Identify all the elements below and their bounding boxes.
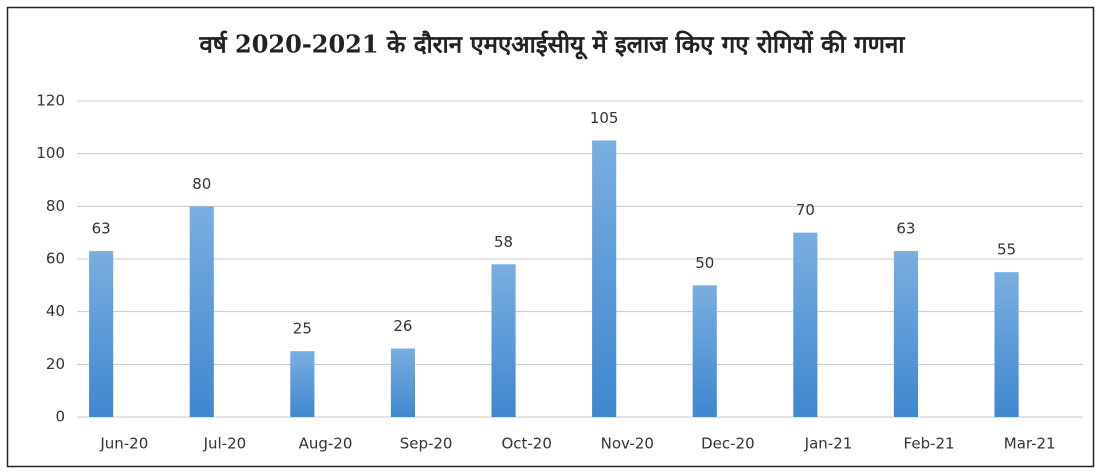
data-label: 26 — [393, 317, 412, 335]
data-label: 55 — [997, 241, 1016, 259]
x-tick-label: Mar-21 — [1004, 435, 1056, 453]
x-tick-label: Oct-20 — [501, 435, 551, 453]
y-tick-label: 20 — [46, 355, 65, 373]
x-tick-label: Feb-21 — [904, 435, 955, 453]
bar — [89, 251, 114, 417]
bar — [893, 251, 919, 417]
bar — [994, 272, 1019, 417]
x-tick-label: Nov-20 — [601, 435, 654, 453]
chart-border — [6, 6, 1095, 468]
y-tick-label: 120 — [36, 92, 65, 110]
y-tick-label: 80 — [46, 197, 65, 215]
data-label: 70 — [796, 201, 815, 219]
x-tick-label: Jan-21 — [804, 435, 853, 453]
chart-title: वर्ष 2020-2021 के दौरान एमएआईसीयू में इल… — [198, 30, 905, 61]
x-tick-label: Dec-20 — [701, 435, 755, 453]
bar — [692, 285, 717, 417]
data-label: 63 — [92, 220, 111, 238]
bar — [592, 140, 617, 417]
bar — [793, 232, 818, 417]
data-label: 58 — [494, 233, 513, 251]
y-tick-label: 100 — [36, 144, 65, 162]
data-label: 105 — [590, 109, 619, 127]
bar — [491, 264, 516, 417]
data-label: 25 — [293, 320, 312, 338]
x-tick-label: Sep-20 — [400, 435, 453, 453]
data-label: 50 — [695, 254, 714, 272]
bar — [390, 348, 416, 417]
bar — [189, 206, 214, 417]
bar — [290, 351, 315, 417]
x-tick-label: Jun-20 — [99, 435, 148, 453]
y-tick-label: 0 — [55, 408, 65, 426]
y-tick-label: 40 — [46, 302, 65, 320]
data-label: 63 — [896, 220, 915, 238]
data-label: 80 — [192, 175, 211, 193]
x-tick-label: Jul-20 — [203, 435, 247, 453]
x-tick-label: Aug-20 — [299, 435, 353, 453]
y-tick-label: 60 — [46, 250, 65, 268]
